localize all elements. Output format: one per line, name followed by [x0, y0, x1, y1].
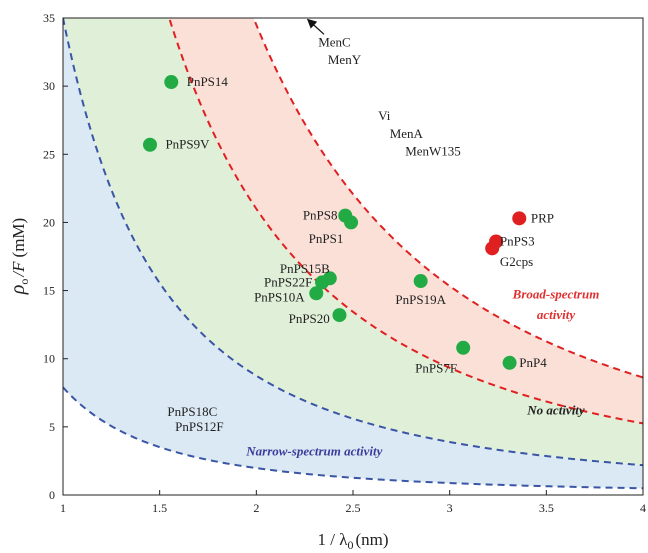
x-tick-label: 2: [253, 501, 259, 515]
annotation-label: MenC: [318, 35, 351, 50]
point-label: PnPS22F: [264, 274, 312, 289]
x-tick-label: 1.5: [152, 501, 167, 515]
point-label: PnPS19A: [395, 292, 446, 307]
point-label: PnPS1: [309, 231, 344, 246]
y-tick-label: 15: [43, 284, 55, 298]
point-label: PnPS20: [289, 311, 330, 326]
annotation-label: Vi: [378, 108, 391, 123]
y-tick-label: 20: [43, 215, 55, 229]
region-label: Broad-spectrum: [512, 287, 600, 302]
point-label: PRP: [531, 210, 554, 225]
y-tick-label: 10: [43, 352, 55, 366]
y-tick-label: 5: [49, 420, 55, 434]
point-label: PnPS9V: [165, 137, 210, 152]
x-axis-title: 1 / λ0 (nm): [317, 530, 388, 552]
x-tick-label: 1: [60, 501, 66, 515]
boundary-curve-4: [252, 18, 643, 379]
data-point-pnps10a: [309, 286, 324, 301]
y-tick-label: 25: [43, 147, 55, 161]
data-point-prp: [512, 211, 527, 226]
region-label: Narrow-spectrum activity: [245, 443, 382, 458]
y-axis-title-subscript: o: [17, 279, 31, 285]
y-tick-label: 0: [49, 488, 55, 502]
y-tick-label: 35: [43, 11, 55, 25]
region-label: No activity: [526, 403, 585, 418]
no-activity-region: [63, 18, 643, 466]
boundary-curve-1: [63, 386, 643, 490]
point-label: PnP4: [519, 355, 547, 370]
annotation-label: MenA: [390, 126, 424, 141]
region-label: activity: [537, 307, 575, 322]
point-label: PnPS15B: [280, 261, 330, 276]
point-label: PnPS8: [303, 208, 338, 223]
narrow-spectrum-region: [63, 18, 643, 489]
y-axis-title: ρo/F(mM): [7, 218, 31, 295]
annotation-label: MenY: [328, 52, 362, 67]
annotation-label: MenW135: [405, 144, 461, 159]
point-label: PnPS14: [187, 74, 229, 89]
point-label: PnPS10A: [254, 289, 305, 304]
annotation-label: PnPS18C: [167, 404, 217, 419]
data-point-pnps20: [332, 308, 347, 323]
y-tick-label: 30: [43, 79, 55, 93]
data-point-pnps9v: [143, 137, 157, 152]
boundary-curve-3: [168, 18, 643, 425]
data-point-pnps1: [344, 215, 359, 230]
point-label: PnPS3: [500, 234, 535, 249]
x-tick-label: 2.5: [346, 501, 361, 515]
data-point-pnps19a: [413, 274, 428, 289]
arrow-up-icon: [306, 18, 325, 35]
data-point-g2cps: [485, 241, 500, 256]
data-point-pnp4: [502, 355, 517, 370]
x-tick-label: 4: [640, 501, 646, 515]
broad-spectrum-region: [169, 18, 643, 424]
boundary-curve-2: [63, 18, 643, 467]
data-point-pnps14: [164, 75, 179, 90]
x-axis-title-subscript: 0: [347, 538, 353, 552]
point-label: PnPS7F: [415, 360, 457, 375]
annotation-label: PnPS12F: [175, 419, 223, 434]
data-point-pnps22f: [315, 275, 330, 290]
data-point-pnps7f: [456, 340, 471, 355]
x-tick-label: 3: [447, 501, 453, 515]
point-label: G2cps: [500, 254, 533, 269]
x-tick-label: 3.5: [539, 501, 554, 515]
